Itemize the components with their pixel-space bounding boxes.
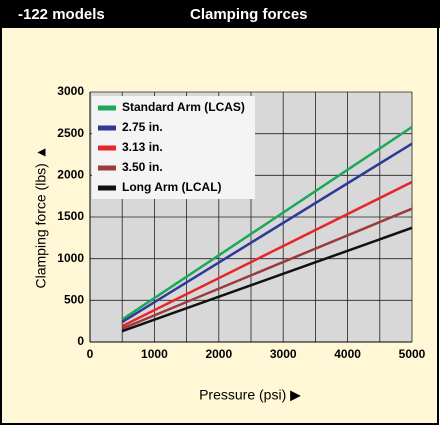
x-tick-label: 5000 (399, 347, 426, 361)
legend-swatch (98, 105, 116, 111)
header-right: Clamping forces (190, 6, 308, 23)
legend-label: Standard Arm (LCAS) (122, 100, 245, 114)
x-tick-label: 3000 (270, 347, 297, 361)
series-line (121, 125, 413, 321)
y-tick-label: 2000 (57, 168, 84, 182)
series-line (121, 180, 413, 328)
y-tick-label: 1500 (57, 209, 84, 223)
series-line (121, 142, 413, 324)
legend-swatch (98, 125, 116, 131)
y-tick-label: 3000 (57, 84, 84, 98)
y-tick-label: 500 (64, 293, 84, 307)
x-tick-label: 1000 (141, 347, 168, 361)
series-line (121, 207, 413, 330)
x-axis-label: Pressure (psi) ▶ (199, 387, 301, 403)
legend-label: 3.13 in. (122, 140, 163, 154)
legend-swatch (98, 165, 116, 171)
x-tick-label: 0 (87, 347, 94, 361)
legend-box (92, 96, 255, 199)
legend-label: 2.75 in. (122, 120, 163, 134)
legend-swatch (98, 185, 116, 191)
x-tick-label: 2000 (205, 347, 232, 361)
y-tick-label: 1000 (57, 251, 84, 265)
series-line (121, 226, 413, 333)
y-tick-label: 2500 (57, 126, 84, 140)
x-tick-label: 4000 (334, 347, 361, 361)
legend-label: Long Arm (LCAL) (122, 180, 222, 194)
y-axis-label: Clamping force (lbs) ▲ (33, 145, 49, 288)
header-left: -122 models (18, 6, 105, 23)
legend-swatch (98, 145, 116, 151)
header-bar (0, 0, 440, 28)
y-tick-label: 0 (77, 334, 84, 348)
legend-label: 3.50 in. (122, 160, 163, 174)
